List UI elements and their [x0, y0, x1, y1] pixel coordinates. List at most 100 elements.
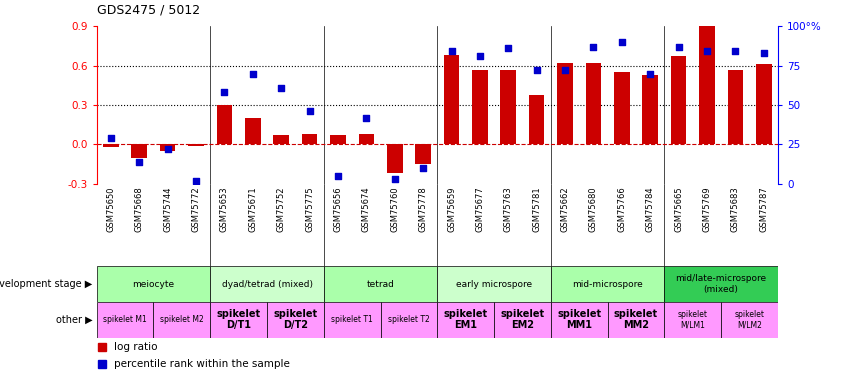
Point	[218, 89, 231, 95]
Point	[274, 85, 288, 91]
Bar	[664, 302, 721, 338]
Bar	[529, 94, 544, 144]
Bar	[217, 105, 232, 144]
Text: spikelet
EM2: spikelet EM2	[500, 309, 544, 330]
Text: GSM75763: GSM75763	[504, 186, 513, 232]
Text: development stage ▶: development stage ▶	[0, 279, 93, 289]
Bar	[437, 266, 551, 302]
Text: GSM75683: GSM75683	[731, 186, 740, 232]
Bar	[500, 70, 516, 144]
Text: early microspore: early microspore	[456, 280, 532, 289]
Point	[530, 68, 543, 74]
Bar	[494, 302, 551, 338]
Text: spikelet
M/LM1: spikelet M/LM1	[678, 310, 708, 329]
Bar	[444, 55, 459, 144]
Text: spikelet
M/LM2: spikelet M/LM2	[734, 310, 764, 329]
Text: spikelet T2: spikelet T2	[388, 315, 430, 324]
Point	[558, 68, 572, 74]
Bar	[671, 57, 686, 144]
Bar	[643, 75, 658, 144]
Bar	[331, 135, 346, 144]
Text: GSM75650: GSM75650	[107, 186, 115, 232]
Bar	[324, 302, 380, 338]
Text: GDS2475 / 5012: GDS2475 / 5012	[97, 4, 200, 17]
Point	[728, 48, 742, 54]
Bar	[437, 302, 494, 338]
Bar	[245, 118, 261, 144]
Text: GSM75653: GSM75653	[220, 186, 229, 232]
Bar	[302, 134, 317, 144]
Text: spikelet M2: spikelet M2	[160, 315, 204, 324]
Bar	[131, 144, 147, 158]
Bar	[324, 266, 437, 302]
Text: GSM75752: GSM75752	[277, 186, 286, 232]
Text: spikelet
MM1: spikelet MM1	[558, 309, 601, 330]
Text: spikelet
MM2: spikelet MM2	[614, 309, 658, 330]
Bar	[380, 302, 437, 338]
Point	[701, 48, 714, 54]
Text: GSM75772: GSM75772	[192, 186, 200, 232]
Text: GSM75662: GSM75662	[561, 186, 569, 232]
Text: mid/late-microspore
(mixed): mid/late-microspore (mixed)	[675, 274, 767, 294]
Text: GSM75781: GSM75781	[532, 186, 541, 232]
Text: meiocyte: meiocyte	[132, 280, 175, 289]
Text: spikelet
EM1: spikelet EM1	[444, 309, 488, 330]
Point	[473, 53, 487, 59]
Text: GSM75674: GSM75674	[362, 186, 371, 232]
Bar	[699, 26, 715, 144]
Bar	[721, 302, 778, 338]
Text: tetrad: tetrad	[367, 280, 394, 289]
Bar	[97, 302, 153, 338]
Bar	[415, 144, 431, 164]
Text: log ratio: log ratio	[114, 342, 157, 351]
Text: GSM75784: GSM75784	[646, 186, 654, 232]
Point	[416, 165, 430, 171]
Bar	[210, 266, 324, 302]
Bar	[210, 302, 267, 338]
Point	[388, 176, 401, 182]
Text: GSM75656: GSM75656	[334, 186, 342, 232]
Text: GSM75778: GSM75778	[419, 186, 427, 232]
Point	[587, 44, 600, 50]
Text: spikelet
D/T2: spikelet D/T2	[273, 309, 317, 330]
Point	[672, 44, 685, 50]
Bar	[472, 70, 488, 144]
Text: other ▶: other ▶	[56, 315, 93, 325]
Text: mid-microspore: mid-microspore	[572, 280, 643, 289]
Text: percentile rank within the sample: percentile rank within the sample	[114, 359, 289, 369]
Bar	[97, 266, 210, 302]
Text: dyad/tetrad (mixed): dyad/tetrad (mixed)	[221, 280, 313, 289]
Text: GSM75668: GSM75668	[135, 186, 144, 232]
Text: GSM75775: GSM75775	[305, 186, 314, 232]
Bar	[188, 144, 204, 146]
Point	[501, 45, 515, 51]
Text: GSM75671: GSM75671	[248, 186, 257, 232]
Bar	[387, 144, 403, 173]
Text: GSM75769: GSM75769	[702, 186, 711, 232]
Point	[133, 159, 146, 165]
Point	[161, 146, 174, 152]
Text: spikelet T1: spikelet T1	[331, 315, 373, 324]
Bar	[607, 302, 664, 338]
Point	[643, 70, 657, 76]
Bar	[614, 72, 630, 144]
Bar	[358, 134, 374, 144]
Point	[331, 173, 345, 179]
Point	[104, 135, 118, 141]
Bar	[727, 70, 743, 144]
Bar	[585, 63, 601, 144]
Text: GSM75760: GSM75760	[390, 186, 399, 232]
Bar	[267, 302, 324, 338]
Text: GSM75680: GSM75680	[589, 186, 598, 232]
Text: GSM75787: GSM75787	[759, 186, 768, 232]
Text: GSM75665: GSM75665	[674, 186, 683, 232]
Text: spikelet
D/T1: spikelet D/T1	[217, 309, 261, 330]
Text: GSM75766: GSM75766	[617, 186, 627, 232]
Point	[615, 39, 628, 45]
Bar	[558, 63, 573, 144]
Bar	[103, 144, 119, 147]
Bar	[160, 144, 176, 151]
Text: spikelet M1: spikelet M1	[103, 315, 147, 324]
Text: GSM75659: GSM75659	[447, 186, 456, 232]
Bar	[551, 302, 607, 338]
